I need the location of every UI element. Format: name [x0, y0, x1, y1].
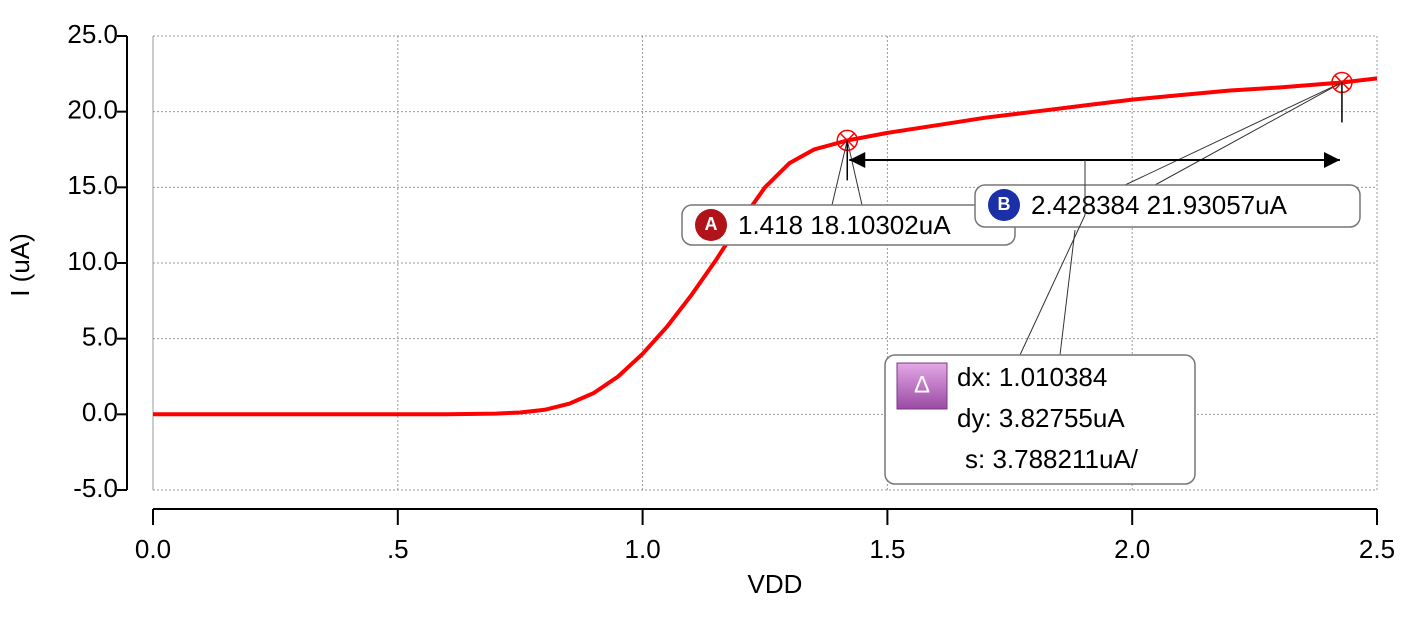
delta-line: s: 3.788211uA/: [965, 444, 1139, 474]
marker-badge: [695, 209, 727, 241]
x-axis-label: VDD: [748, 569, 803, 599]
x-tick-label: 0.0: [135, 534, 171, 564]
marker-name: A: [705, 214, 718, 234]
marker-label-box: [974, 184, 1361, 228]
y-axis-label: I (uA): [5, 233, 35, 297]
leader-line: [1019, 214, 1086, 356]
leader-line: [1154, 82, 1343, 186]
marker-name: B: [998, 194, 1011, 214]
marker-badge: [988, 189, 1020, 221]
marker-cross: [839, 132, 855, 148]
x-tick-label: 1.0: [625, 534, 661, 564]
delta-icon: Δ: [914, 371, 930, 398]
leader-line: [1059, 229, 1076, 356]
y-tick-label: -5.0: [73, 473, 118, 503]
y-tick-label: 10.0: [67, 246, 118, 276]
delta-line: dy: 3.82755uA: [957, 403, 1125, 433]
leader-line: [846, 140, 863, 206]
y-tick-label: 25.0: [67, 19, 118, 49]
y-tick-label: 15.0: [67, 170, 118, 200]
y-tick-label: 0.0: [82, 397, 118, 427]
delta-line: dx: 1.010384: [957, 362, 1107, 392]
marker-point: [836, 129, 859, 152]
y-tick-label: 20.0: [67, 95, 118, 125]
x-tick-label: 2.0: [1114, 534, 1150, 564]
marker-label: 1.418 18.10302uA: [738, 210, 951, 240]
marker-label: 2.428384 21.93057uA: [1031, 190, 1288, 220]
x-tick-label: 1.5: [869, 534, 905, 564]
delta-icon-bg: [896, 362, 948, 410]
leader-line: [831, 140, 848, 206]
delta-box: [884, 354, 1196, 485]
line-series: [153, 76, 1378, 417]
x-tick-label: .5: [387, 534, 409, 564]
y-tick-label: 5.0: [82, 322, 118, 352]
marker-cross: [1334, 74, 1350, 90]
x-tick-label: 2.5: [1359, 534, 1395, 564]
